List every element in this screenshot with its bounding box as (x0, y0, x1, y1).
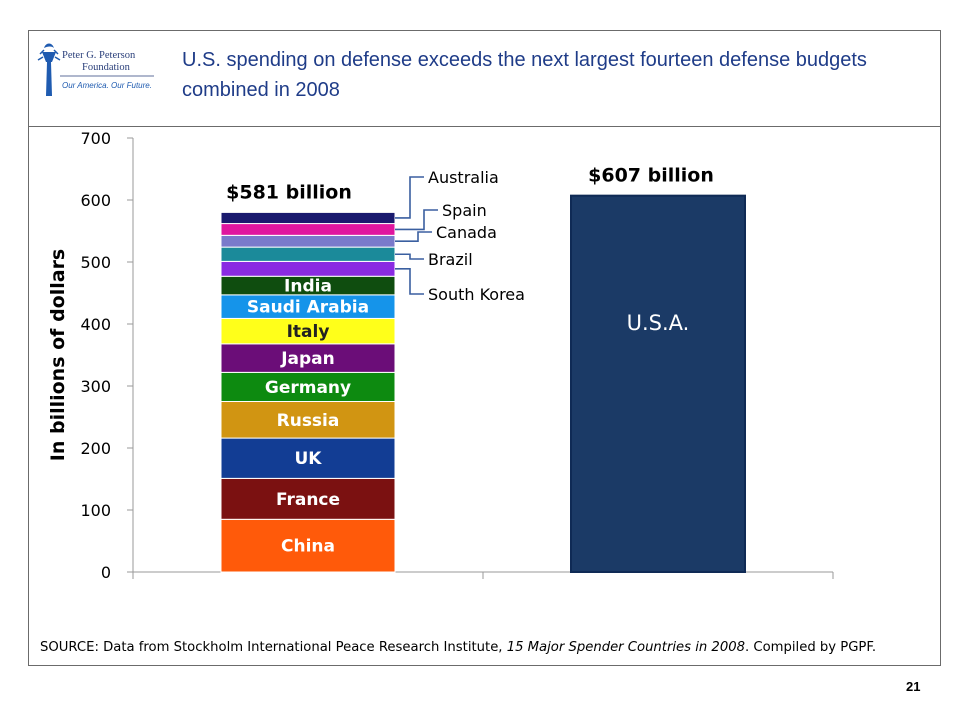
callout-label: Brazil (428, 250, 473, 269)
bar-segment-label: U.S.A. (627, 311, 690, 335)
callout-line (395, 209, 438, 231)
callout-line (395, 176, 424, 219)
bar-segment (220, 223, 396, 236)
bar-segment-label: Russia (277, 411, 340, 431)
bar-segment (220, 477, 396, 520)
y-tick-label: 700 (80, 129, 111, 148)
logo-tagline: Our America. Our Future. (62, 81, 152, 90)
y-tick-label: 600 (80, 191, 111, 210)
callout-label: Spain (442, 201, 487, 220)
callout-label: Australia (428, 168, 499, 187)
y-tick-label: 300 (80, 377, 111, 396)
source-note: SOURCE: Data from Stockholm Internationa… (40, 640, 940, 655)
callout-label: South Korea (428, 285, 525, 304)
bar-total-label: $607 billion (588, 165, 714, 187)
bar-segment (220, 234, 396, 248)
callout-label: Canada (436, 223, 497, 242)
bar-segment-label: Germany (265, 378, 351, 398)
bar-segment (220, 246, 396, 262)
bar-segment (220, 260, 396, 277)
header-bar (28, 30, 941, 127)
bar-segment-label: France (276, 490, 340, 510)
bar-segment (220, 317, 396, 345)
bar-segment-label: China (281, 537, 335, 557)
bar-segment (570, 194, 746, 573)
y-tick-label: 200 (80, 439, 111, 458)
bar-segment-label: UK (295, 449, 323, 469)
bar-segment (220, 437, 396, 479)
bar-segment (220, 211, 396, 225)
page-number: 21 (906, 679, 921, 694)
bar-total-label: $581 billion (226, 181, 352, 203)
y-tick-label: 0 (101, 563, 111, 582)
y-tick-label: 100 (80, 501, 111, 520)
callout-line (395, 268, 424, 295)
bar-segment-label: Japan (280, 349, 335, 369)
bar-segment-label: Saudi Arabia (247, 298, 369, 318)
bar-segment (220, 401, 396, 439)
foundation-logo: Peter G. Peterson Foundation Our America… (37, 43, 154, 96)
bar-segment-label: Italy (287, 322, 330, 342)
logo-line2: Foundation (82, 62, 131, 73)
y-tick-label: 500 (80, 253, 111, 272)
callout-line (395, 253, 424, 260)
source-suffix: . Compiled by PGPF. (745, 640, 877, 655)
y-tick-label: 400 (80, 315, 111, 334)
source-prefix: SOURCE: Data from Stockholm Internationa… (40, 640, 507, 655)
bar-segment (220, 518, 396, 573)
y-axis-label: In billions of dollars (47, 249, 69, 461)
source-title: 15 Major Spender Countries in 2008 (506, 640, 745, 655)
bar-segment-label: India (284, 277, 332, 297)
bar-segment (220, 343, 396, 373)
torch-icon (37, 43, 61, 96)
bar-segment (220, 371, 396, 402)
slide-frame (28, 30, 941, 666)
callout-line (395, 231, 432, 243)
logo-line1: Peter G. Peterson (62, 50, 136, 61)
page-title: U.S. spending on defense exceeds the nex… (182, 49, 867, 101)
